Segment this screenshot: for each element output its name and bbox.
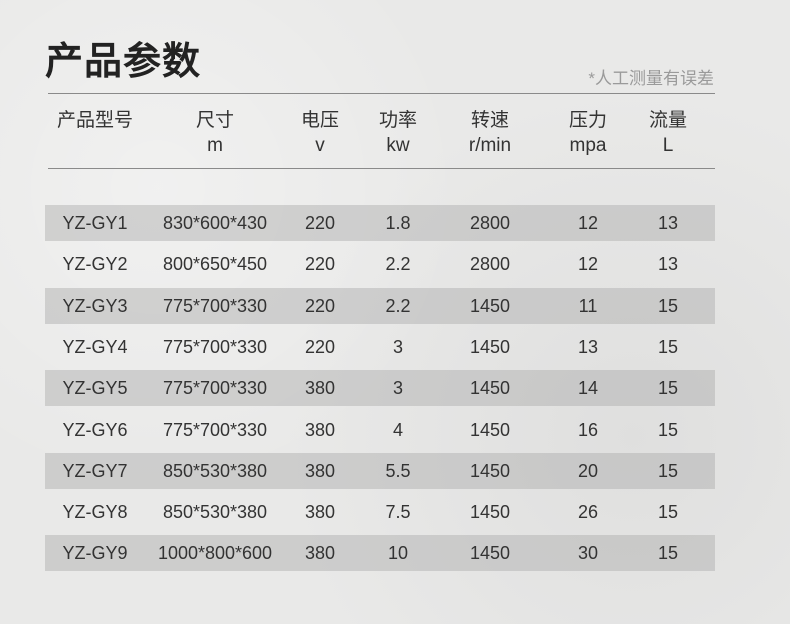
table-cell: 13	[577, 336, 599, 357]
table-cell: 12	[577, 213, 599, 233]
table-cell: 1450	[469, 543, 511, 564]
column-unit: L	[662, 135, 674, 156]
table-cell: 2800	[469, 254, 511, 275]
table-cell: 380	[304, 543, 336, 564]
table-cell: 2.2	[385, 254, 411, 275]
table-cell: 1450	[469, 378, 511, 399]
table-cell: 15	[657, 460, 679, 481]
table-cell: 1000*800*600	[157, 543, 273, 564]
table-cell: 380	[304, 502, 336, 523]
column-header: 压力 mpa	[553, 108, 623, 158]
table-cell: 1450	[469, 502, 511, 523]
table-cell: 830*600*430	[162, 213, 268, 233]
table-cell: 2800	[469, 213, 511, 233]
column-header: 电压 v	[285, 108, 355, 158]
table-cell: 220	[304, 254, 336, 275]
table-cell: 20	[577, 460, 599, 481]
table-cell: 800*650*450	[162, 254, 268, 275]
table-cell: 5.5	[385, 460, 411, 481]
divider	[48, 93, 715, 94]
table-cell: 15	[657, 378, 679, 399]
table-cell: YZ-GY8	[62, 502, 128, 523]
column-label: 尺寸	[195, 110, 234, 131]
column-label: 电压	[300, 110, 339, 131]
column-header: 转速 r/min	[445, 108, 535, 158]
table-cell: YZ-GY5	[62, 378, 128, 399]
table-row: YZ-GY4 775*700*330 220 3 1450 13 15	[45, 329, 715, 365]
column-label: 功率	[378, 110, 417, 131]
table-row: YZ-GY7 850*530*380 380 5.5 1450 20 15	[45, 452, 715, 489]
table-row: YZ-GY5 775*700*330 380 3 1450 14 15	[45, 370, 715, 407]
table-cell: 1450	[469, 460, 511, 481]
table-cell: 775*700*330	[162, 419, 268, 440]
table-cell: 850*530*380	[162, 502, 268, 523]
table-cell: YZ-GY4	[62, 336, 128, 357]
table-cell: 1450	[469, 295, 511, 316]
table-cell: 1450	[469, 336, 511, 357]
table-cell: 220	[304, 213, 336, 233]
table-row: YZ-GY6 775*700*330 380 4 1450 16 15	[45, 412, 715, 448]
measurement-note: *人工测量有误差	[588, 69, 714, 88]
table-cell: 3	[392, 336, 403, 357]
column-unit: v	[315, 135, 325, 156]
table-cell: 1450	[469, 419, 511, 440]
table-cell: 12	[577, 254, 599, 275]
table-cell: YZ-GY2	[62, 254, 128, 275]
column-header: 尺寸 m	[145, 108, 285, 158]
table-cell: 380	[304, 460, 336, 481]
table-cell: 16	[577, 419, 599, 440]
table-cell: 4	[392, 419, 403, 440]
table-cell: 1.8	[385, 213, 411, 233]
table-row: YZ-GY3 775*700*330 220 2.2 1450 11 15	[45, 287, 715, 324]
page-title: 产品参数	[45, 41, 202, 83]
table-cell: 15	[657, 295, 679, 316]
column-label: 产品型号	[56, 110, 133, 131]
column-header: 产品型号	[45, 108, 145, 133]
table-cell: 775*700*330	[162, 336, 268, 357]
table-cell: 13	[657, 254, 679, 275]
table-cell: 775*700*330	[162, 295, 268, 316]
column-unit: kw	[386, 135, 410, 156]
column-label: 压力	[568, 110, 607, 131]
table-cell: 26	[577, 502, 599, 523]
table-cell: 14	[577, 378, 599, 399]
table-cell: 10	[387, 543, 409, 564]
table-cell: 30	[577, 543, 599, 564]
table-cell: YZ-GY3	[62, 295, 128, 316]
table-cell: YZ-GY1	[62, 213, 128, 233]
table-cell: 3	[392, 378, 403, 399]
column-header: 流量 L	[638, 108, 698, 158]
table-cell: 380	[304, 419, 336, 440]
table-cell: 220	[304, 336, 336, 357]
column-header: 功率 kw	[363, 108, 433, 158]
divider	[48, 168, 715, 169]
table-row: YZ-GY1 830*600*430 220 1.8 2800 12 13	[45, 205, 715, 241]
column-unit: m	[207, 135, 223, 156]
column-unit: r/min	[468, 135, 512, 156]
table-cell: 13	[657, 213, 679, 233]
column-label: 流量	[648, 110, 687, 131]
table-cell: 7.5	[385, 502, 411, 523]
column-unit: mpa	[569, 135, 607, 156]
table-cell: 15	[657, 543, 679, 564]
table-cell: 380	[304, 378, 336, 399]
column-label: 转速	[470, 110, 509, 131]
table-row: YZ-GY2 800*650*450 220 2.2 2800 12 13	[45, 246, 715, 282]
table-cell: 15	[657, 502, 679, 523]
table-row: YZ-GY8 850*530*380 380 7.5 1450 26 15	[45, 494, 715, 530]
table-cell: YZ-GY9	[62, 543, 128, 564]
table-cell: 850*530*380	[162, 460, 268, 481]
table-row: YZ-GY9 1000*800*600 380 10 1450 30 15	[45, 535, 715, 572]
table-cell: YZ-GY7	[62, 460, 128, 481]
table-cell: 220	[304, 295, 336, 316]
table-cell: 775*700*330	[162, 378, 268, 399]
table-cell: 2.2	[385, 295, 411, 316]
table-cell: 15	[657, 336, 679, 357]
table-cell: YZ-GY6	[62, 419, 128, 440]
table-cell: 11	[578, 295, 598, 316]
table-cell: 15	[657, 419, 679, 440]
